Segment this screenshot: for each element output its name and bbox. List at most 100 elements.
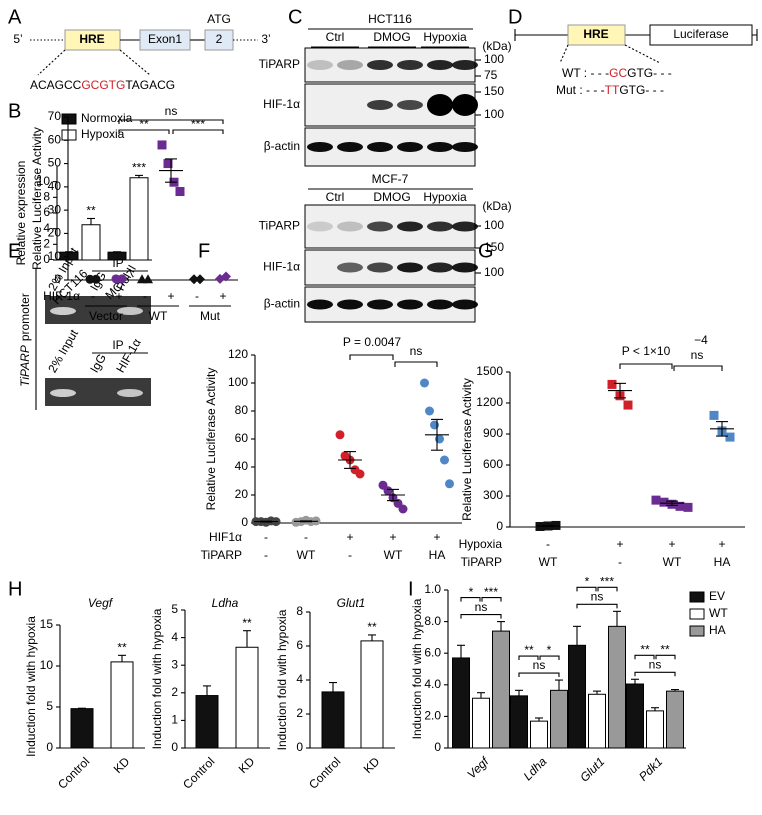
band [452,221,478,232]
y-tick-label: 5 [171,602,178,616]
band [367,142,393,152]
sequence-part: GC [609,66,627,80]
significance: * [547,643,552,657]
y-tick-label: 70 [48,109,62,123]
promoter-label: TiPARP promoter [18,293,32,387]
bar [550,689,568,749]
condition: DMOG [373,30,410,44]
y-tick-label: 0 [496,519,503,533]
y-tick-label: 1500 [476,364,503,378]
band [367,262,393,273]
lane-label: 2% Input [45,326,81,375]
panel-letter: I [408,578,414,600]
band [427,262,453,273]
y-tick-label: 1.0 [424,582,441,596]
significance-bracket [518,672,560,678]
significance-bracket [518,655,539,661]
protein-label: β-actin [264,297,300,311]
bar [510,695,528,749]
bar [81,224,101,261]
y-tick-label: 0 [43,252,50,266]
protein-label: HIF-1α [263,260,300,274]
row-label: HIF-1α [43,289,80,303]
significance-bracket [634,671,676,677]
sequence-part: TT [605,83,620,97]
significance-bracket [460,597,481,602]
y-tick-label: 20 [235,487,249,501]
chart-title: Glut1 [337,596,366,610]
gene-name: TiPARP [18,345,32,387]
group-label: Mut [200,309,221,323]
significance: *** [484,585,498,599]
band [337,262,363,273]
band [427,94,453,116]
y-tick-label: 3 [171,657,178,671]
band [397,100,423,110]
band [337,60,363,70]
legend-swatch [689,591,705,603]
band [452,60,478,70]
point [425,406,434,416]
x-tick-label: Control [306,754,343,791]
end-label: 3’ [261,32,270,46]
y-tick-label: 2.0 [424,709,441,723]
band [452,299,478,310]
row-label: TiPARP [201,548,242,562]
row-value: WT [384,548,403,562]
point [435,434,444,444]
significance: ns [410,344,423,358]
bar [59,251,79,261]
significance: P = 0.0047 [343,335,401,349]
bar [360,640,384,749]
x-tick-label: Control [180,754,217,791]
y-tick-label: 6 [296,638,303,652]
y-tick-label: 40 [235,459,249,473]
row-value: HA [714,555,731,569]
ip-label: IP [112,256,123,270]
bar [626,683,644,749]
significance: *** [191,117,205,131]
panel-letter: C [288,6,302,28]
y-tick-label: 120 [228,347,248,361]
point [163,159,173,169]
significance-bracket [597,586,618,592]
point [175,187,185,197]
significance: * [469,585,474,599]
point [189,274,199,285]
bar [666,690,684,749]
group-label: Vector [89,309,123,323]
significance: P < 1×10 [622,344,671,358]
point [195,274,205,285]
band [367,299,393,310]
sequence-part: ACAGCC [30,78,82,92]
bar [195,695,219,749]
ip-label: IP [112,338,123,352]
point [651,495,661,505]
point [709,410,719,420]
point [440,455,449,465]
legend-swatch [61,113,77,125]
condition: Ctrl [326,190,345,204]
kda-label: (kDa) [482,199,511,213]
row-value: WT [297,548,316,562]
row-value: + [718,537,725,551]
significance: ** [640,642,650,656]
significance-bracket [394,361,438,367]
band [337,221,363,232]
legend-swatch [689,608,705,620]
significance: ns [649,657,662,671]
legend-label: HA [709,623,726,637]
band [397,299,423,310]
sequence-part: WT : - - - [562,66,609,80]
row-value: - [546,537,550,551]
chart-title: Ldha [212,596,239,610]
sequence-part: GTG- - - [627,66,672,80]
gel-band [117,307,143,315]
promoter-word: promoter [18,293,32,341]
point [675,501,685,511]
y-tick-label: 0 [434,740,441,754]
lane-label: IgG [87,351,109,375]
y-tick-label: 8 [43,190,50,204]
significance-bracket [172,129,224,134]
point [725,432,735,442]
